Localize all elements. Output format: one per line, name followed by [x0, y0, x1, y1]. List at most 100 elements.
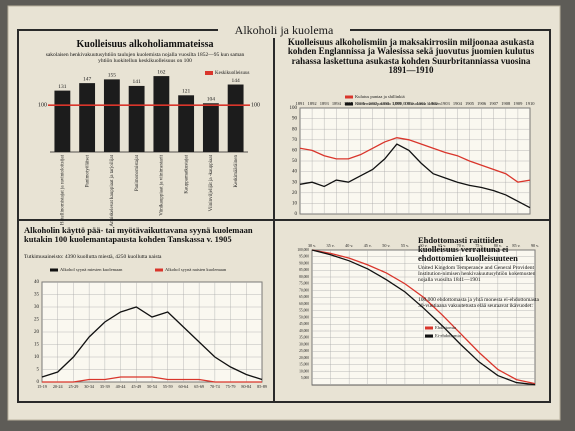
data-label: 144	[232, 78, 241, 84]
data-label: 147	[83, 76, 92, 82]
bar	[227, 84, 244, 152]
y-tick-label: 5,000	[301, 376, 309, 381]
y-tick-label: 15	[34, 343, 40, 348]
legend-label: Keskikuolleisuus	[215, 71, 249, 76]
y-tick-label: 30	[34, 305, 40, 310]
x-tick-label: 1906	[477, 101, 487, 106]
x-tick-label: 20-24	[53, 384, 64, 389]
x-tick-label: 1908	[501, 101, 511, 106]
legend-label: Kuolemantapauksia 1,000,000 asukasta koh…	[355, 101, 441, 107]
y-tick-label: 25	[34, 318, 40, 323]
y-tick-label: 65,000	[299, 295, 309, 300]
x-tick-label: 80 v.	[494, 243, 502, 248]
series-line	[41, 306, 263, 381]
y-tick-label: 10	[292, 202, 298, 207]
x-tick-label: 85-89	[257, 384, 267, 389]
legend-swatch	[425, 334, 433, 338]
x-tick-label: 45-49	[131, 384, 141, 389]
chart-title: Kuolleisuus alkoholiammateissa	[76, 39, 214, 50]
x-tick-label: 40-44	[116, 384, 127, 389]
x-tick-label: 75 v.	[475, 243, 483, 248]
legend-swatch	[345, 102, 353, 106]
y-tick-label: 15,000	[299, 363, 309, 368]
y-tick-label: 55,000	[299, 309, 309, 314]
x-tick-label: 40 v.	[345, 243, 353, 248]
x-tick-label: 1892	[308, 101, 317, 106]
x-tick-label: 55 v.	[401, 243, 409, 248]
x-tick-label: 1898	[380, 101, 390, 106]
x-tick-label: 1909	[513, 101, 523, 106]
series-line	[299, 137, 531, 183]
series-line	[42, 376, 262, 383]
bar	[103, 79, 120, 152]
title-backdrop	[218, 22, 350, 38]
y-tick-label: 20,000	[299, 356, 309, 361]
y-tick-label: 40	[292, 170, 298, 175]
y-tick-label: 30	[292, 180, 298, 185]
x-tick-label: 65-69	[194, 384, 204, 389]
y-tick-label: 70,000	[299, 288, 309, 293]
legend-label: Kulutus puntaa ja shillinkiä	[355, 94, 405, 99]
chart-note: 100,000 ehdottomasta ja yhtä monesta ei-…	[418, 297, 539, 309]
x-tick-label: Hotellinomistajat ja ravintoloitsijat	[61, 154, 66, 225]
y-tick-label: 40	[34, 280, 40, 285]
legend-swatch	[205, 71, 213, 75]
y-tick-label: 35	[34, 293, 40, 298]
x-tick-label: Anniskelevat kauppiaat ja tarjoilijat	[110, 154, 115, 226]
chart-subtitle: United Kingdom Temperance and General Pr…	[418, 265, 536, 283]
x-tick-label: 1905	[465, 101, 475, 106]
y-tick-label: 100	[290, 106, 298, 111]
chart-subtitle: sakolaisen henkivakuutusyhtiön taulujen …	[45, 52, 245, 64]
y-tick-label: 80	[292, 127, 298, 132]
x-tick-label: Panimotyöläiset	[85, 154, 90, 187]
chart-subtitle: Tutkimusaineisto: 4390 kuollutta miestä,…	[24, 254, 162, 260]
y-tick-label: 45,000	[299, 322, 309, 327]
y-tick-label: 35,000	[299, 336, 309, 341]
data-label: 155	[108, 73, 117, 79]
x-tick-label: 30-34	[84, 384, 95, 389]
y-tick-label: 0	[295, 212, 298, 217]
bar	[128, 85, 145, 152]
bar	[202, 103, 219, 152]
y-tick-label: 75,000	[299, 282, 309, 287]
x-tick-label: Viininviljelijät ja -kauppiaat	[209, 154, 214, 211]
data-label: 131	[58, 84, 67, 90]
y-tick-label: 100	[251, 103, 260, 109]
data-label: 104	[207, 97, 216, 103]
x-tick-label: Panimonomistajat	[135, 154, 140, 191]
legend-swatch	[50, 268, 58, 272]
y-tick-label: 70	[292, 138, 298, 143]
data-label: 162	[157, 69, 166, 75]
data-label: 121	[182, 89, 191, 95]
x-tick-label: 50-54	[147, 384, 158, 389]
x-tick-label: 90 v.	[531, 243, 539, 248]
x-tick-label: 1899	[392, 101, 402, 106]
y-tick-label: 20	[292, 191, 298, 196]
y-tick-label: 10,000	[299, 369, 309, 374]
y-tick-label: 80,000	[299, 275, 309, 280]
x-tick-label: Viinikauppiaat ja viinimestarit	[160, 154, 165, 215]
y-tick-label: 50,000	[299, 315, 309, 320]
y-tick-label: 85,000	[299, 268, 309, 273]
x-tick-label: 15-19	[37, 384, 47, 389]
x-tick-label: 70-74	[210, 384, 221, 389]
x-tick-label: 25-29	[69, 384, 79, 389]
y-tick-label: 5	[37, 368, 40, 373]
y-tick-label: 0	[37, 380, 40, 385]
poster-title: Alkoholi ja kuolema	[235, 23, 334, 37]
bar	[178, 95, 195, 152]
series-line	[299, 143, 531, 209]
x-tick-label: 70 v.	[457, 243, 465, 248]
bar	[54, 90, 71, 152]
y-tick-label: 90	[292, 117, 298, 122]
legend-swatch	[425, 326, 433, 330]
x-tick-label: 1900	[404, 101, 414, 106]
y-tick-label: 60,000	[299, 302, 309, 307]
x-tick-label: 1891	[296, 101, 305, 106]
x-tick-label: 45 v.	[364, 243, 372, 248]
series-line	[311, 249, 536, 386]
y-tick-label: 10	[34, 355, 40, 360]
x-tick-label: 1893	[320, 101, 330, 106]
x-tick-label: 60 v.	[419, 243, 427, 248]
